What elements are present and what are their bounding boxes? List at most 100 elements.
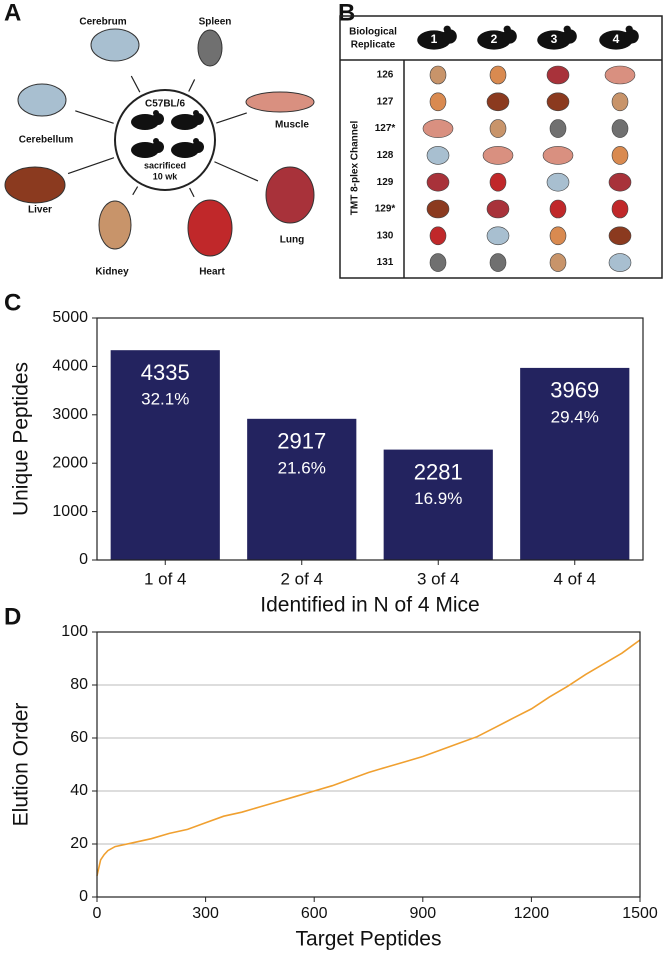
y-tick-label: 3000 xyxy=(52,406,88,423)
y-tick-label: 40 xyxy=(70,782,88,799)
header: Biological xyxy=(349,27,397,38)
organ-label: Spleen xyxy=(199,17,232,28)
y-tick-label: 60 xyxy=(70,729,88,746)
organ-icon xyxy=(604,65,636,85)
value-label: 2281 xyxy=(414,459,463,484)
organ-icon xyxy=(98,200,132,250)
mouse-number: 2 xyxy=(491,32,498,46)
x-tick-label: 900 xyxy=(409,905,436,922)
organ-icon xyxy=(549,119,567,138)
mouse-icon xyxy=(562,29,577,44)
organ-icon xyxy=(422,119,454,138)
x-tick-label: 3 of 4 xyxy=(417,569,460,588)
organ-label: Muscle xyxy=(275,120,309,131)
mouse-icon xyxy=(537,30,571,50)
line xyxy=(96,639,641,876)
organ-icon xyxy=(489,172,507,192)
organ-label: Cerebellum xyxy=(19,135,74,146)
organ-label: Heart xyxy=(199,267,225,278)
mouse-ear xyxy=(625,25,633,33)
organ-icon xyxy=(429,253,447,272)
y-tick-label: 5000 xyxy=(52,309,88,326)
organ-label: Lung xyxy=(280,235,304,246)
mouse-ear xyxy=(443,25,451,33)
share-label: 32.1% xyxy=(141,390,189,409)
share-label: 21.6% xyxy=(278,458,326,477)
mouse-icon xyxy=(417,30,451,50)
organ-label: Cerebrum xyxy=(79,17,126,28)
y-tick-label: 2000 xyxy=(52,454,88,471)
organ-icon xyxy=(17,83,67,117)
organ-icon xyxy=(486,226,510,246)
panel-label: C xyxy=(4,289,21,316)
bar xyxy=(247,418,357,560)
organ-icon xyxy=(486,92,510,112)
mouse-icon xyxy=(192,113,204,125)
organ-label: Liver xyxy=(28,205,52,216)
y-tick-label: 20 xyxy=(70,835,88,852)
strain-label: C57BL/6 xyxy=(145,99,185,110)
plot-frame xyxy=(96,631,641,898)
organ-icon xyxy=(611,92,629,112)
mouse-ear xyxy=(563,25,571,33)
mouse-icon xyxy=(599,30,633,50)
bar xyxy=(383,449,493,560)
mouse-icon xyxy=(624,29,639,44)
note: sacrificed xyxy=(144,160,186,170)
mouse-ear xyxy=(153,138,159,144)
arrow xyxy=(132,186,139,196)
mouse-icon xyxy=(131,142,159,158)
organ-icon xyxy=(549,226,567,246)
table-frame xyxy=(339,15,663,279)
organ-icon xyxy=(608,253,632,272)
organ-icon xyxy=(542,146,574,165)
x-tick-label: 0 xyxy=(93,905,102,922)
mouse-ear xyxy=(153,110,159,116)
organ-icon xyxy=(426,199,450,219)
x-axis-label: Target Peptides xyxy=(296,928,442,951)
organ-icon xyxy=(608,226,632,246)
organ-icon xyxy=(429,92,447,112)
organ-icon xyxy=(549,253,567,272)
channel-label: 131 xyxy=(377,257,394,268)
x-tick-label: 600 xyxy=(301,905,328,922)
organ-label: Kidney xyxy=(95,267,129,278)
mouse-icon xyxy=(171,142,199,158)
panel-label: A xyxy=(4,0,21,26)
share-label: 16.9% xyxy=(414,489,462,508)
y-tick-label: 0 xyxy=(79,551,88,568)
mouse-icon xyxy=(131,114,159,130)
mouse-icon xyxy=(192,141,204,153)
y-tick-label: 0 xyxy=(79,888,88,905)
x-tick-label: 1500 xyxy=(622,905,658,922)
organ-icon xyxy=(489,119,507,138)
mouse-ear xyxy=(503,25,511,33)
mouse-icon xyxy=(152,141,164,153)
organ-icon xyxy=(429,226,447,246)
bar xyxy=(110,350,220,560)
x-tick-label: 4 of 4 xyxy=(553,569,596,588)
mouse-ear xyxy=(193,138,199,144)
mouse-ear xyxy=(193,110,199,116)
plot-frame xyxy=(96,317,644,561)
organ-icon xyxy=(4,166,66,204)
organ-icon xyxy=(197,29,223,67)
channel-label: 129* xyxy=(375,204,396,215)
organ-icon xyxy=(245,91,315,113)
arrow xyxy=(75,110,114,124)
value-label: 4335 xyxy=(141,360,190,385)
mouse-icon xyxy=(477,30,511,50)
organ-icon xyxy=(429,65,447,85)
row-title: TMT 8-plex Channel xyxy=(350,121,361,216)
value-label: 2917 xyxy=(277,429,326,454)
mouse-icon xyxy=(502,29,517,44)
arrow xyxy=(130,75,141,93)
x-tick-label: 2 of 4 xyxy=(280,569,323,588)
organ-icon xyxy=(546,172,570,192)
value-label: 3969 xyxy=(550,378,599,403)
mouse-number: 1 xyxy=(431,32,438,46)
channel-label: 127* xyxy=(375,123,396,134)
organ-icon xyxy=(608,172,632,192)
arrow xyxy=(214,161,259,182)
